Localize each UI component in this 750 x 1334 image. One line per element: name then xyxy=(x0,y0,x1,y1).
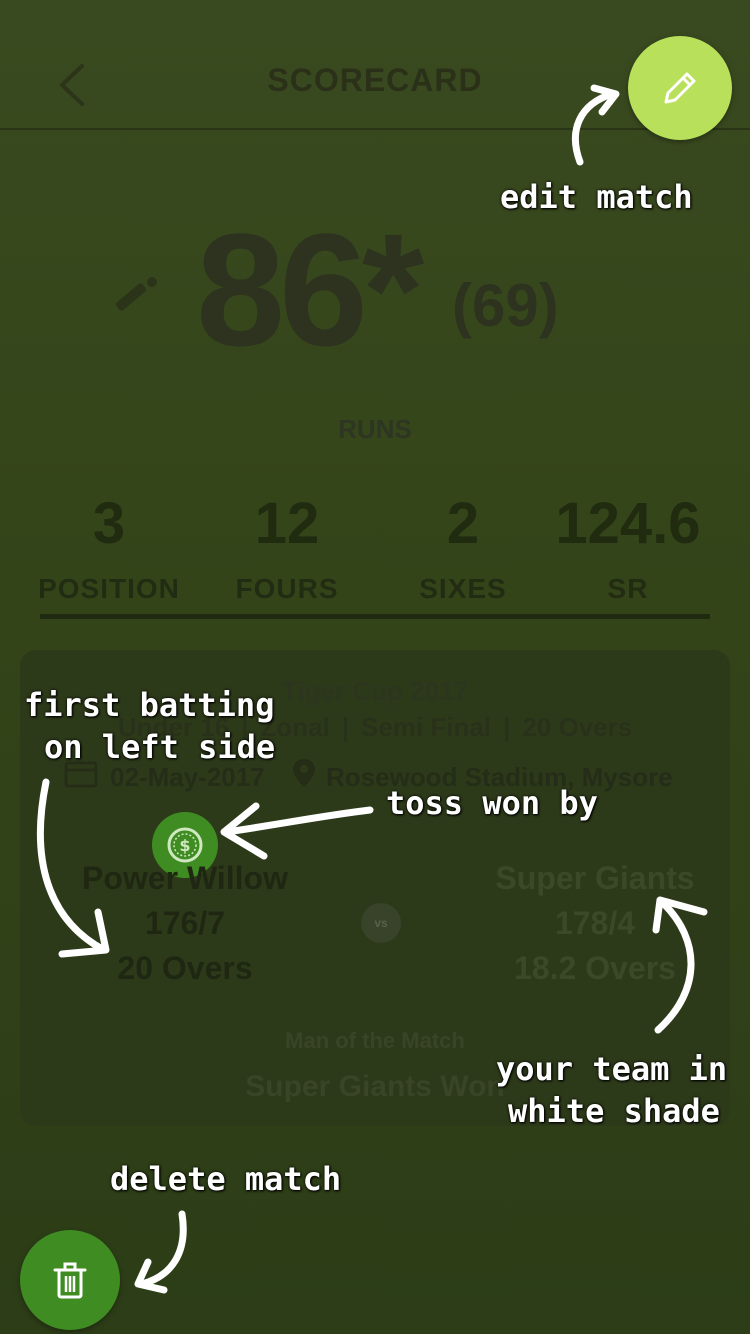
page-title: SCORECARD xyxy=(267,62,483,98)
stat-label: SIXES xyxy=(419,572,507,604)
chevron-left-icon[interactable] xyxy=(52,60,92,110)
stat-sixes: 2 SIXES xyxy=(384,491,542,605)
man-of-match-value: Super Giants Won xyxy=(245,1070,505,1103)
edit-match-button[interactable] xyxy=(628,36,732,140)
toss-badge: $ xyxy=(152,812,218,878)
header: SCORECARD xyxy=(0,0,750,128)
location-pin-icon xyxy=(293,759,315,787)
match-date: 02-May-2017 xyxy=(110,762,265,792)
runs-value: 86* xyxy=(196,200,424,379)
vs-badge: vs xyxy=(361,903,401,943)
stat-value: 124.6 xyxy=(555,491,701,556)
team-name: Power Willow xyxy=(82,860,288,896)
tournament-name: Tiger Cup 2017 xyxy=(282,676,468,706)
header-divider xyxy=(0,128,750,130)
coin-icon: $ xyxy=(167,827,203,863)
match-format: 20 Overs xyxy=(522,712,633,742)
match-card[interactable]: Tiger Cup 2017 Under 16 | Zonal | Semi Final… xyxy=(20,650,730,1126)
team-overs: 20 Overs xyxy=(117,950,253,986)
annotation-first-batting-line1: first batting xyxy=(24,686,275,724)
stat-fours: 12 FOURS xyxy=(208,491,366,605)
runs-label: RUNS xyxy=(338,414,412,444)
cricket-bat-icon xyxy=(115,277,157,311)
annotation-toss-won-by: toss won by xyxy=(386,784,598,822)
match-round: Semi Final xyxy=(360,712,492,742)
svg-text:$: $ xyxy=(179,836,190,855)
separator: | xyxy=(341,712,349,742)
stat-position: 3 POSITION xyxy=(30,491,188,605)
team-score: 176/7 xyxy=(144,905,226,941)
stats-divider xyxy=(40,614,710,619)
annotation-delete-match: delete match xyxy=(110,1160,342,1198)
match-category: Under 16 xyxy=(117,712,230,742)
trash-icon xyxy=(53,1262,87,1299)
stat-strike-rate: 124.6 SR xyxy=(540,491,716,605)
annotation-your-team-line1: your team in xyxy=(496,1050,728,1088)
annotation-first-batting-line2: on left side xyxy=(44,728,276,766)
team-left: Power Willow 176/7 20 Overs xyxy=(60,860,310,987)
team-right: Super Giants 178/4 18.2 Overs xyxy=(470,860,720,987)
annotation-edit-match: edit match xyxy=(500,178,693,216)
stat-label: POSITION xyxy=(38,572,180,604)
pencil-icon xyxy=(664,72,696,104)
stat-label: FOURS xyxy=(235,572,339,604)
team-score: 178/4 xyxy=(554,905,636,941)
match-stage: Zonal xyxy=(260,712,330,742)
separator: | xyxy=(503,712,511,742)
stat-value: 12 xyxy=(254,491,320,556)
annotation-your-team-line2: white shade xyxy=(508,1092,720,1130)
stat-value: 2 xyxy=(446,491,480,556)
delete-match-button[interactable] xyxy=(20,1230,120,1330)
team-name: Super Giants xyxy=(495,860,695,896)
separator: | xyxy=(241,712,249,742)
stat-value: 3 xyxy=(92,491,126,556)
match-meta: Under 16 | Zonal | Semi Final | 20 Overs xyxy=(20,712,730,743)
stat-label: SR xyxy=(607,572,649,604)
balls-value: (69) xyxy=(452,272,559,339)
match-venue: Rosewood Stadium, Mysore xyxy=(326,762,673,792)
man-of-match-label: Man of the Match xyxy=(285,1028,465,1053)
team-overs: 18.2 Overs xyxy=(514,950,676,986)
